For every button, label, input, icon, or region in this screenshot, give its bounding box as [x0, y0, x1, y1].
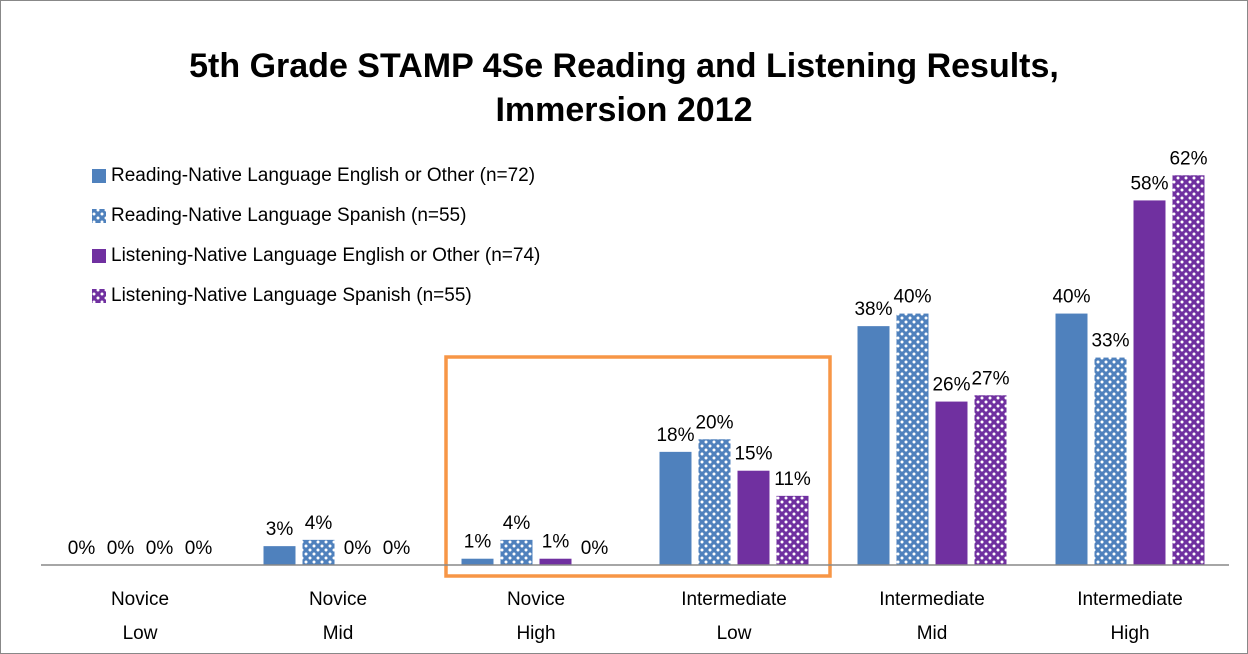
data-label: 0% — [146, 538, 174, 559]
x-tick-label: Novice — [309, 589, 367, 610]
data-label: 40% — [1052, 287, 1090, 308]
data-label: 0% — [344, 538, 372, 559]
data-label: 38% — [854, 299, 892, 320]
data-label: 0% — [383, 538, 411, 559]
bar — [935, 401, 968, 565]
bar — [857, 326, 890, 565]
data-label: 1% — [542, 532, 570, 553]
data-label: 33% — [1091, 331, 1129, 352]
data-label: 4% — [503, 513, 531, 534]
x-tick-label: Intermediate — [681, 589, 787, 610]
bar — [1094, 357, 1127, 565]
data-label: 15% — [734, 444, 772, 465]
x-tick-label: Intermediate — [1077, 589, 1183, 610]
bar — [1172, 175, 1205, 566]
data-label: 3% — [266, 519, 294, 540]
data-label: 0% — [107, 538, 135, 559]
bar — [737, 470, 770, 565]
x-tick-label: Novice — [507, 589, 565, 610]
bar — [698, 439, 731, 565]
x-tick-label: Intermediate — [879, 589, 985, 610]
bar — [1055, 313, 1088, 565]
bar — [659, 451, 692, 565]
bar — [896, 313, 929, 565]
x-tick-label: Novice — [111, 589, 169, 610]
bar — [776, 495, 809, 565]
x-tick-label: Mid — [917, 623, 948, 644]
data-label: 58% — [1130, 173, 1168, 194]
x-tick-label: Low — [717, 623, 752, 644]
x-tick-label: Low — [123, 623, 158, 644]
data-label: 1% — [464, 532, 492, 553]
legend-swatch — [92, 289, 106, 303]
legend-label: Reading-Native Language English or Other… — [111, 165, 535, 186]
legend-swatch — [92, 249, 106, 263]
x-tick-label: High — [1110, 623, 1149, 644]
data-label: 18% — [656, 425, 694, 446]
legend-label: Reading-Native Language Spanish (n=55) — [111, 205, 466, 226]
data-label: 26% — [932, 375, 970, 396]
x-tick-label: Mid — [323, 623, 354, 644]
data-label: 11% — [774, 469, 811, 490]
data-label: 20% — [695, 412, 733, 433]
data-label: 0% — [185, 538, 213, 559]
highlight-box — [444, 355, 832, 578]
data-label: 40% — [893, 287, 931, 308]
bar — [263, 546, 296, 565]
chart-title: Immersion 2012 — [495, 91, 752, 129]
bar — [974, 395, 1007, 565]
legend-label: Listening-Native Language Spanish (n=55) — [111, 285, 472, 306]
legend-label: Listening-Native Language English or Oth… — [111, 245, 540, 266]
bar — [500, 539, 533, 565]
data-label: 62% — [1169, 148, 1207, 169]
legend-swatch — [92, 169, 106, 183]
bar — [539, 558, 572, 565]
chart-title: 5th Grade STAMP 4Se Reading and Listenin… — [189, 47, 1059, 85]
data-label: 4% — [305, 513, 333, 534]
bar — [461, 558, 494, 565]
x-tick-label: High — [516, 623, 555, 644]
data-label: 27% — [971, 368, 1009, 389]
bar — [302, 539, 335, 565]
data-label: 0% — [68, 538, 96, 559]
legend-swatch — [92, 209, 106, 223]
data-label: 0% — [581, 538, 609, 559]
bar — [1133, 200, 1166, 565]
